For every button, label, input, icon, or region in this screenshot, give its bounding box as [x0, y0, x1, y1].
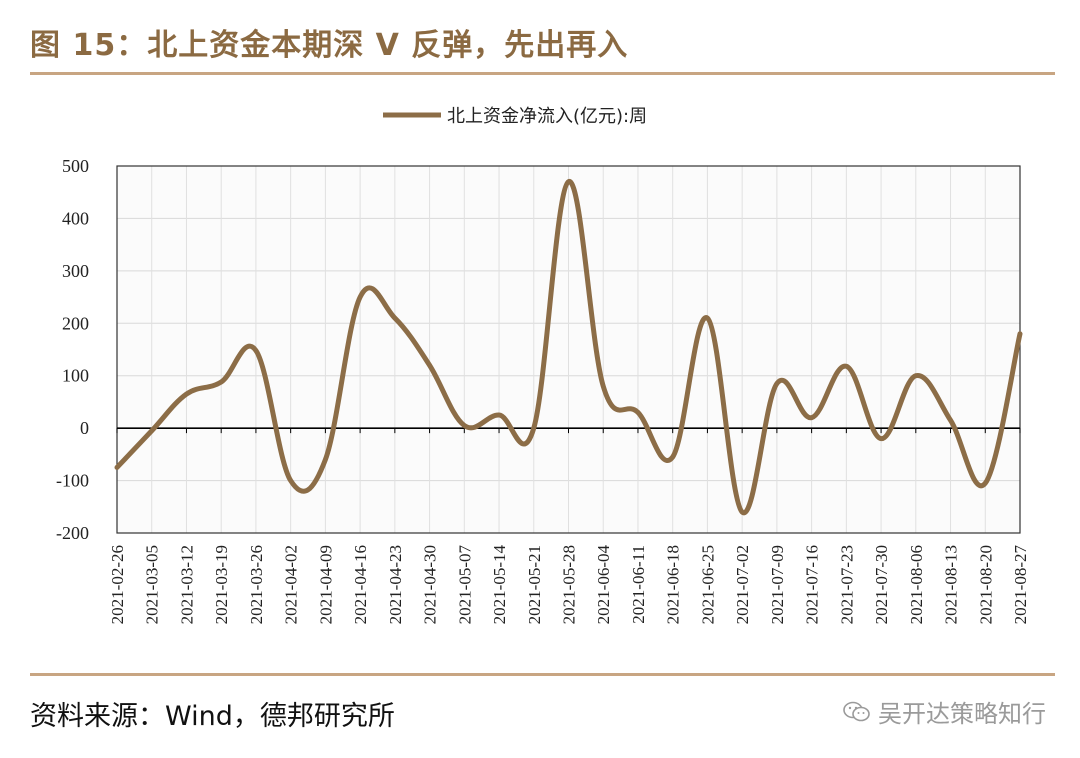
data-point — [601, 384, 606, 389]
data-point — [357, 294, 363, 300]
data-point — [983, 480, 988, 486]
x-tick-label: 2021-06-11 — [629, 545, 648, 624]
x-tick-label: 2021-04-30 — [421, 545, 440, 624]
x-tick-label: 2021-07-16 — [803, 545, 822, 624]
figure-title: 图 15：北上资金本期深 V 反弹，先出再入 — [30, 28, 629, 63]
data-point — [670, 454, 675, 460]
data-point — [462, 423, 467, 428]
x-tick-label: 2021-05-07 — [455, 545, 474, 625]
x-tick-label: 2021-08-13 — [942, 545, 961, 624]
data-point — [149, 428, 154, 433]
data-point — [218, 379, 224, 385]
data-point — [288, 478, 293, 483]
x-tick-label: 2021-03-19 — [212, 545, 231, 624]
source-note: 资料来源：Wind，德邦研究所 — [30, 701, 395, 732]
data-point — [184, 391, 189, 397]
data-point — [114, 465, 120, 470]
watermark: 吴开达策略知行 — [842, 694, 1046, 729]
bottom-divider — [30, 673, 1055, 676]
data-point — [809, 415, 814, 420]
y-tick-label: 100 — [62, 366, 89, 386]
x-tick-label: 2021-05-28 — [560, 545, 579, 624]
y-tick-label: -100 — [56, 471, 89, 491]
x-tick-label: 2021-05-14 — [490, 545, 509, 625]
series-layer — [114, 179, 1023, 515]
data-point — [323, 457, 328, 462]
data-point — [496, 412, 502, 418]
x-tick-label: 2021-06-25 — [698, 545, 717, 624]
x-tick-label: 2021-04-02 — [282, 545, 301, 624]
y-tick-label: -200 — [56, 523, 89, 543]
data-point — [739, 509, 745, 515]
x-tick-label: 2021-04-16 — [351, 545, 370, 624]
x-tick-label: 2021-08-06 — [907, 545, 926, 624]
grid-layer — [116, 165, 1021, 534]
y-axis-ticks: -200 -100 0 100 200 300 400 500 — [56, 156, 89, 543]
x-tick-label: 2021-03-12 — [177, 545, 196, 624]
legend: 北上资金净流入(亿元):周 — [383, 106, 647, 127]
plot-border — [116, 165, 1021, 534]
x-tick-label: 2021-06-04 — [594, 545, 613, 625]
x-tick-label: 2021-07-23 — [837, 545, 856, 624]
x-tick-label: 2021-03-05 — [143, 545, 162, 624]
x-tick-label: 2021-07-02 — [733, 545, 752, 624]
y-tick-label: 300 — [62, 261, 89, 281]
x-tick-label: 2021-06-18 — [664, 545, 683, 624]
top-divider — [30, 72, 1055, 75]
data-point — [392, 315, 398, 321]
legend-label: 北上资金净流入(亿元):周 — [447, 106, 647, 127]
data-point — [566, 179, 571, 184]
x-tick-label: 2021-08-27 — [1011, 545, 1030, 625]
data-point — [635, 410, 641, 415]
data-point — [774, 381, 780, 386]
y-tick-label: 0 — [80, 418, 89, 438]
data-point — [948, 418, 953, 423]
data-point — [1017, 331, 1023, 336]
x-tick-label: 2021-04-23 — [386, 545, 405, 624]
data-point — [253, 348, 259, 353]
x-tick-label: 2021-03-26 — [247, 545, 266, 624]
data-point — [705, 315, 710, 321]
x-tick-label: 2021-07-09 — [768, 545, 787, 624]
y-tick-label: 200 — [62, 313, 89, 333]
x-tick-label: 2021-08-20 — [976, 545, 995, 624]
data-point — [913, 373, 919, 378]
x-tick-label: 2021-04-09 — [316, 545, 335, 624]
y-tick-label: 500 — [62, 156, 89, 176]
x-axis-ticks: 2021-02-26 2021-03-05 2021-03-12 2021-03-19… — [108, 545, 1030, 625]
data-point — [427, 363, 432, 368]
x-tick-label: 2021-02-26 — [108, 545, 127, 624]
y-tick-label: 400 — [62, 208, 89, 228]
data-point — [531, 425, 536, 431]
wechat-icon — [843, 701, 870, 721]
watermark-text: 吴开达策略知行 — [878, 700, 1046, 728]
data-point — [878, 436, 884, 441]
x-tick-label: 2021-05-21 — [525, 545, 544, 624]
data-point — [844, 364, 849, 369]
x-tick-label: 2021-07-30 — [872, 545, 891, 624]
